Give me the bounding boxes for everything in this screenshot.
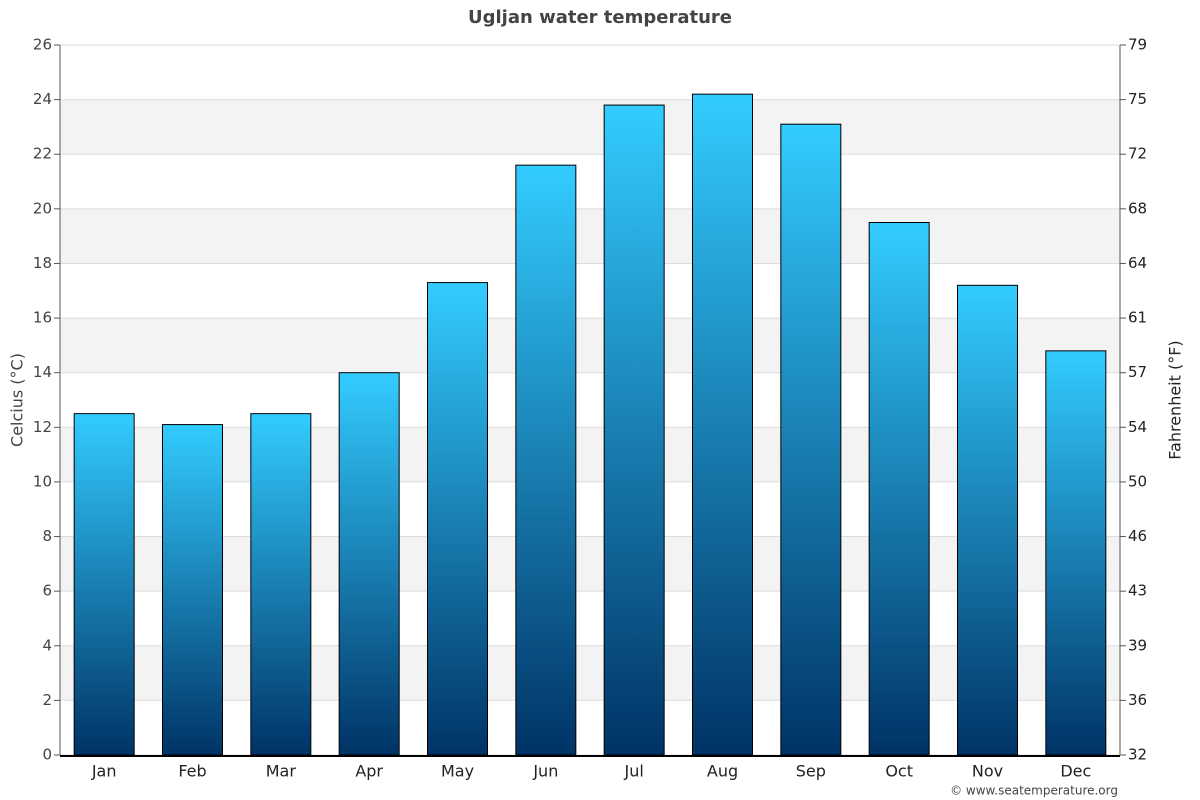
y2-tick-label: 39	[1128, 636, 1147, 654]
x-tick-label: Jul	[624, 762, 644, 781]
y2-tick-label: 36	[1128, 691, 1147, 709]
grid-band	[60, 99, 1120, 155]
y-tick-label: 2	[42, 691, 52, 709]
y-tick-label: 10	[33, 472, 52, 490]
y2-tick-label: 50	[1128, 472, 1147, 490]
y2-tick-label: 75	[1128, 90, 1147, 108]
x-tick-label: Sep	[796, 762, 826, 781]
y2-tick-label: 46	[1128, 527, 1147, 545]
y2-tick-label: 57	[1128, 363, 1147, 381]
y-tick-label: 26	[33, 36, 52, 54]
bar	[957, 284, 1018, 756]
y-tick-label: 14	[33, 363, 52, 381]
y2-tick-label: 79	[1128, 36, 1147, 54]
bar	[338, 372, 400, 756]
x-tick-label: Jan	[91, 762, 117, 781]
grid-band	[60, 318, 1120, 373]
bar	[1045, 350, 1107, 756]
y-tick-label: 16	[33, 309, 52, 327]
x-tick-label: Nov	[972, 762, 1003, 781]
x-tick-label: May	[441, 762, 474, 781]
y2-tick-label: 43	[1128, 582, 1147, 600]
bar	[427, 282, 488, 756]
x-tick-label: Mar	[266, 762, 297, 781]
x-tick-label: Apr	[355, 762, 383, 781]
bar	[868, 222, 930, 756]
y2-tick-label: 32	[1128, 746, 1147, 764]
grid-band	[60, 536, 1120, 592]
bar	[603, 104, 665, 756]
grid-band	[60, 427, 1120, 482]
y-tick-label: 24	[33, 90, 52, 108]
y2-tick-label: 72	[1128, 145, 1147, 163]
bar	[250, 413, 312, 756]
y-tick-label: 4	[42, 636, 52, 654]
bar	[515, 164, 577, 756]
y2-tick-label: 68	[1128, 199, 1147, 217]
y2-tick-label: 64	[1128, 254, 1147, 272]
grid-band	[60, 208, 1120, 264]
y-tick-label: 18	[33, 254, 52, 272]
y-tick-label: 20	[33, 199, 52, 217]
bar	[780, 123, 842, 756]
y-tick-label: 12	[33, 418, 52, 436]
y-tick-label: 6	[42, 582, 52, 600]
chart-title: Ugljan water temperature	[468, 7, 732, 28]
bar	[162, 424, 223, 756]
credit: © www.seatemperature.org	[950, 784, 1118, 798]
x-tick-label: Feb	[178, 762, 206, 781]
grid-band	[60, 645, 1120, 701]
y-axis-label: Celcius (°C)	[8, 353, 27, 447]
x-tick-label: Aug	[707, 762, 738, 781]
y2-tick-label: 61	[1128, 309, 1147, 327]
x-tick-label: Dec	[1060, 762, 1091, 781]
y-tick-label: 0	[42, 746, 52, 764]
bar	[73, 413, 135, 756]
y2-tick-label: 54	[1128, 418, 1147, 436]
bar	[692, 93, 753, 756]
y-tick-label: 22	[33, 145, 52, 163]
x-tick-label: Jun	[532, 762, 558, 781]
y-tick-label: 8	[42, 527, 52, 545]
y2-axis-label: Fahrenheit (°F)	[1166, 340, 1185, 459]
x-tick-label: Oct	[885, 762, 913, 781]
